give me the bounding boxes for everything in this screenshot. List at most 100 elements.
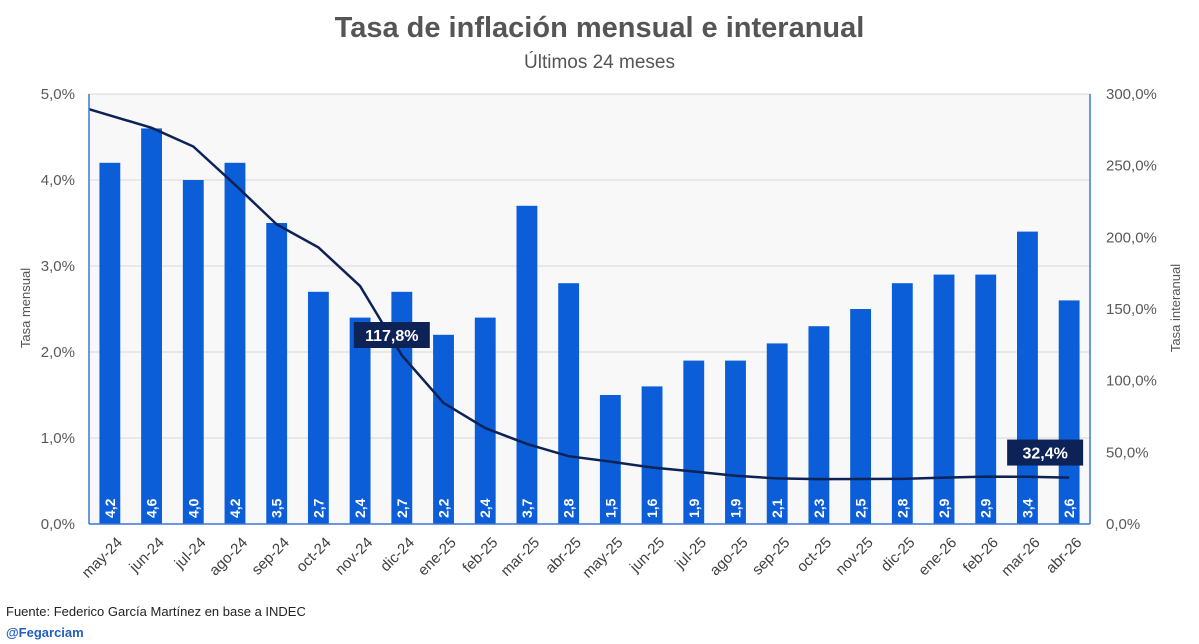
bar-value-label: 1,5 [602, 498, 618, 518]
bar [224, 162, 246, 525]
x-tick-label: dic-24 [377, 534, 418, 575]
x-tick-label: mar-25 [498, 534, 544, 580]
x-tick-label: may-25 [579, 534, 626, 581]
x-tick-label: ago-24 [206, 534, 251, 579]
chart-title: Tasa de inflación mensual e interanual [334, 12, 865, 44]
bar-value-label: 2,7 [310, 498, 326, 518]
bar-value-label: 4,2 [102, 498, 118, 518]
right-axis-label: Tasa interanual [1168, 264, 1183, 352]
bar-value-label: 3,5 [269, 498, 285, 518]
line-callouts: 117,8% 32,4% [353, 322, 1084, 466]
x-tick-label: sep-25 [749, 534, 793, 578]
x-tick-label: feb-26 [960, 534, 1002, 576]
bar [850, 309, 872, 524]
interanual-line [88, 108, 1070, 481]
x-tick-label: may-24 [79, 534, 126, 581]
bar-value-label: 2,8 [561, 498, 577, 518]
x-tick-label: nov-24 [332, 534, 376, 578]
right-tick-label: 50,0% [1106, 444, 1149, 461]
bar-value-label: 2,4 [477, 498, 493, 518]
bar-value-label: 1,9 [727, 498, 743, 518]
x-tick-label: dic-25 [878, 534, 919, 575]
bar-value-label: 2,4 [352, 498, 368, 518]
bar-value-label: 4,2 [227, 498, 243, 518]
bar-series [99, 128, 1080, 525]
bar [141, 128, 162, 524]
right-axis-ticks: 0,0% 50,0% 100,0% 150,0% 200,0% 250,0% 300,0% [1106, 86, 1157, 533]
x-tick-label: ago-25 [707, 534, 752, 579]
bar-value-label: 2,5 [853, 498, 869, 518]
x-tick-label: jun-24 [126, 534, 168, 576]
bar-value-label: 3,4 [1019, 498, 1035, 518]
bar-value-label: 2,8 [894, 498, 910, 518]
bar [516, 205, 538, 525]
bar [641, 386, 663, 524]
right-tick-label: 250,0% [1106, 158, 1157, 175]
bar-value-label: 2,3 [811, 498, 827, 518]
bar [1058, 300, 1080, 524]
left-tick-label: 4,0% [41, 172, 75, 189]
callout-label: 117,8% [365, 328, 418, 345]
x-tick-label: abr-25 [542, 534, 585, 577]
right-tick-label: 100,0% [1106, 373, 1157, 390]
bar [766, 343, 788, 524]
bar-value-label: 2,9 [936, 498, 952, 518]
axes [88, 94, 1091, 525]
bar-value-label: 2,6 [1061, 498, 1077, 518]
x-tick-label: abr-26 [1043, 534, 1086, 577]
chart-subtitle: Últimos 24 meses [524, 52, 675, 73]
x-tick-label: oct-25 [794, 534, 836, 576]
right-tick-label: 150,0% [1106, 301, 1157, 318]
bar [99, 162, 121, 525]
right-tick-label: 200,0% [1106, 229, 1157, 246]
bar-value-label: 1,9 [686, 498, 702, 518]
x-tick-label: jul-24 [171, 534, 210, 573]
x-tick-label: feb-25 [459, 534, 501, 576]
callout-box [353, 322, 430, 348]
bar [891, 283, 913, 524]
x-tick-label: mar-26 [998, 534, 1044, 580]
right-tick-label: 300,0% [1106, 86, 1157, 103]
bar [683, 360, 705, 524]
plot-background [89, 94, 1090, 524]
author-handle[interactable]: @Fegarciam [6, 625, 84, 640]
bar [1017, 231, 1038, 524]
bar-value-label: 2,7 [394, 498, 410, 518]
bar [266, 223, 288, 524]
right-tick-label: 0,0% [1106, 516, 1140, 533]
x-tick-label: sep-24 [248, 534, 292, 578]
callout-label: 32,4% [1022, 446, 1067, 463]
bar-value-label: 2,9 [978, 498, 994, 518]
left-axis-label: Tasa mensual [18, 268, 33, 348]
left-axis-ticks: 0,0% 1,0% 2,0% 3,0% 4,0% 5,0% [41, 86, 75, 533]
bar [474, 317, 496, 524]
bar [349, 317, 371, 524]
callout-box [1007, 439, 1084, 466]
bar [558, 283, 580, 524]
left-tick-label: 1,0% [41, 430, 75, 447]
bar [725, 360, 746, 524]
bar [307, 291, 329, 524]
x-tick-label: nov-25 [832, 534, 876, 578]
bar-value-label: 3,7 [519, 498, 535, 518]
source-note: Fuente: Federico García Martínez en base… [6, 604, 306, 619]
bar [391, 291, 413, 524]
x-tick-label: jul-25 [671, 534, 710, 573]
bar [933, 274, 955, 524]
x-tick-label: ene-25 [415, 534, 460, 579]
bar-value-label: 2,2 [436, 498, 452, 518]
bar-value-label: 2,1 [769, 498, 785, 518]
bar [433, 334, 454, 524]
bar-value-label: 1,6 [644, 498, 660, 518]
left-tick-label: 5,0% [41, 86, 75, 103]
x-tick-label: oct-24 [293, 534, 335, 576]
bar-value-labels: 4,2 4,6 4,0 4,2 3,5 2,7 2,4 2,7 2,2 2,4 3,7 2,8 1,5 1… [102, 498, 1077, 518]
bar-value-label: 4,0 [185, 498, 201, 518]
bar [182, 180, 204, 524]
bar [599, 395, 621, 524]
left-tick-label: 3,0% [41, 258, 75, 275]
left-tick-label: 0,0% [41, 516, 75, 533]
bar [975, 274, 997, 524]
